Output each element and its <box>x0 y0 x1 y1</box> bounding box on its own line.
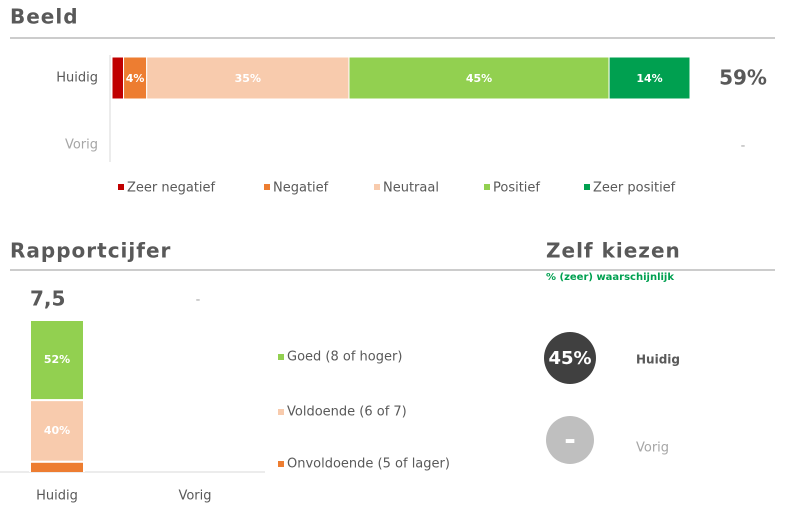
category-label: Vorig <box>636 441 669 456</box>
total-label: - <box>741 139 746 154</box>
legend-label: Onvoldoende (5 of lager) <box>287 457 450 472</box>
legend-swatch <box>278 461 284 467</box>
category-label: Huidig <box>636 353 680 367</box>
bar-segment <box>111 56 125 100</box>
legend-swatch <box>584 184 590 190</box>
legend-label: Goed (8 of hoger) <box>287 350 402 365</box>
value-label: 52% <box>44 353 70 366</box>
value-label: 40% <box>44 424 70 437</box>
badge-label: 45% <box>548 348 591 369</box>
bar-segment <box>29 399 85 463</box>
bar-segment <box>348 56 610 100</box>
legend-label: Positief <box>493 181 540 196</box>
total-label: 59% <box>719 66 767 90</box>
legend-swatch <box>278 409 284 415</box>
legend-label: Negatief <box>273 181 329 196</box>
value-label: 35% <box>235 72 261 85</box>
category-label: Vorig <box>178 489 211 504</box>
legend-label: Neutraal <box>383 181 439 196</box>
bar-segment <box>146 56 350 100</box>
category-label: Huidig <box>56 71 98 86</box>
category-label: Vorig <box>65 138 98 153</box>
category-label: Huidig <box>36 489 78 504</box>
value-label: 14% <box>636 72 662 85</box>
subtitle: % (zeer) waarschijnlijk <box>546 272 674 283</box>
legend-swatch <box>278 354 284 360</box>
badge-label: - <box>564 423 576 456</box>
section-title: Rapportcijfer <box>10 239 171 263</box>
section-title: Beeld <box>10 5 79 29</box>
value-label: 45% <box>466 72 492 85</box>
legend-swatch <box>374 184 380 190</box>
legend-swatch <box>484 184 490 190</box>
section-title: Zelf kiezen <box>546 239 681 263</box>
legend-label: Zeer negatief <box>127 181 216 196</box>
bar-segment <box>608 56 691 100</box>
legend-swatch <box>264 184 270 190</box>
badge <box>546 416 594 464</box>
badge <box>544 332 596 384</box>
score-label: - <box>196 293 201 308</box>
legend-label: Zeer positief <box>593 181 676 196</box>
bar-segment <box>29 319 85 402</box>
bar-area <box>29 319 85 472</box>
legend-label: Voldoende (6 of 7) <box>287 405 407 420</box>
score-label: 7,5 <box>30 287 65 311</box>
legend-swatch <box>118 184 124 190</box>
value-label: 4% <box>126 72 145 85</box>
